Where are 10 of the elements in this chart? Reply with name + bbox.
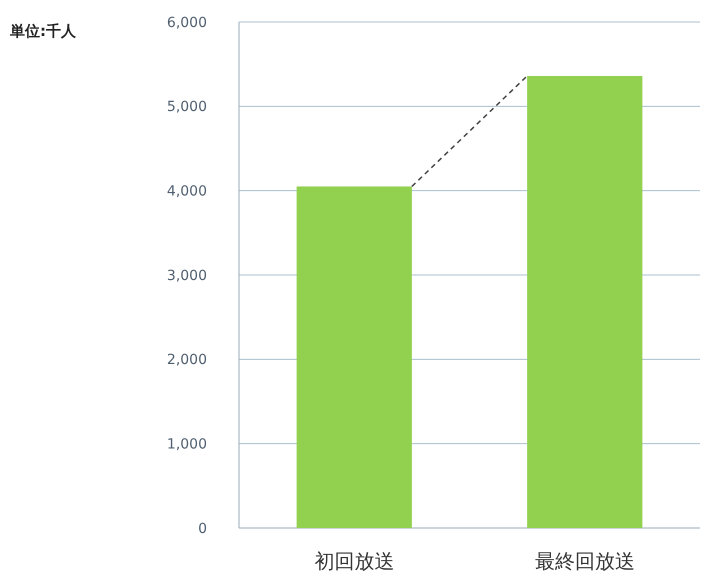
y-tick-label: 5,000 [166,99,207,116]
text: 単位:千人 [9,22,77,40]
y-tick-label: 4,000 [166,184,207,200]
y-tick-label: 2,000 [166,352,207,368]
y-tick-label: 6,000 [166,14,207,31]
x-tick-label: 初回放送 [314,549,394,573]
y-tick-label: 0 [198,520,207,537]
y-tick-label: 1,000 [166,436,207,453]
y-tick-label: 3,000 [166,268,207,284]
x-tick-label: 最終回放送 [534,549,635,573]
